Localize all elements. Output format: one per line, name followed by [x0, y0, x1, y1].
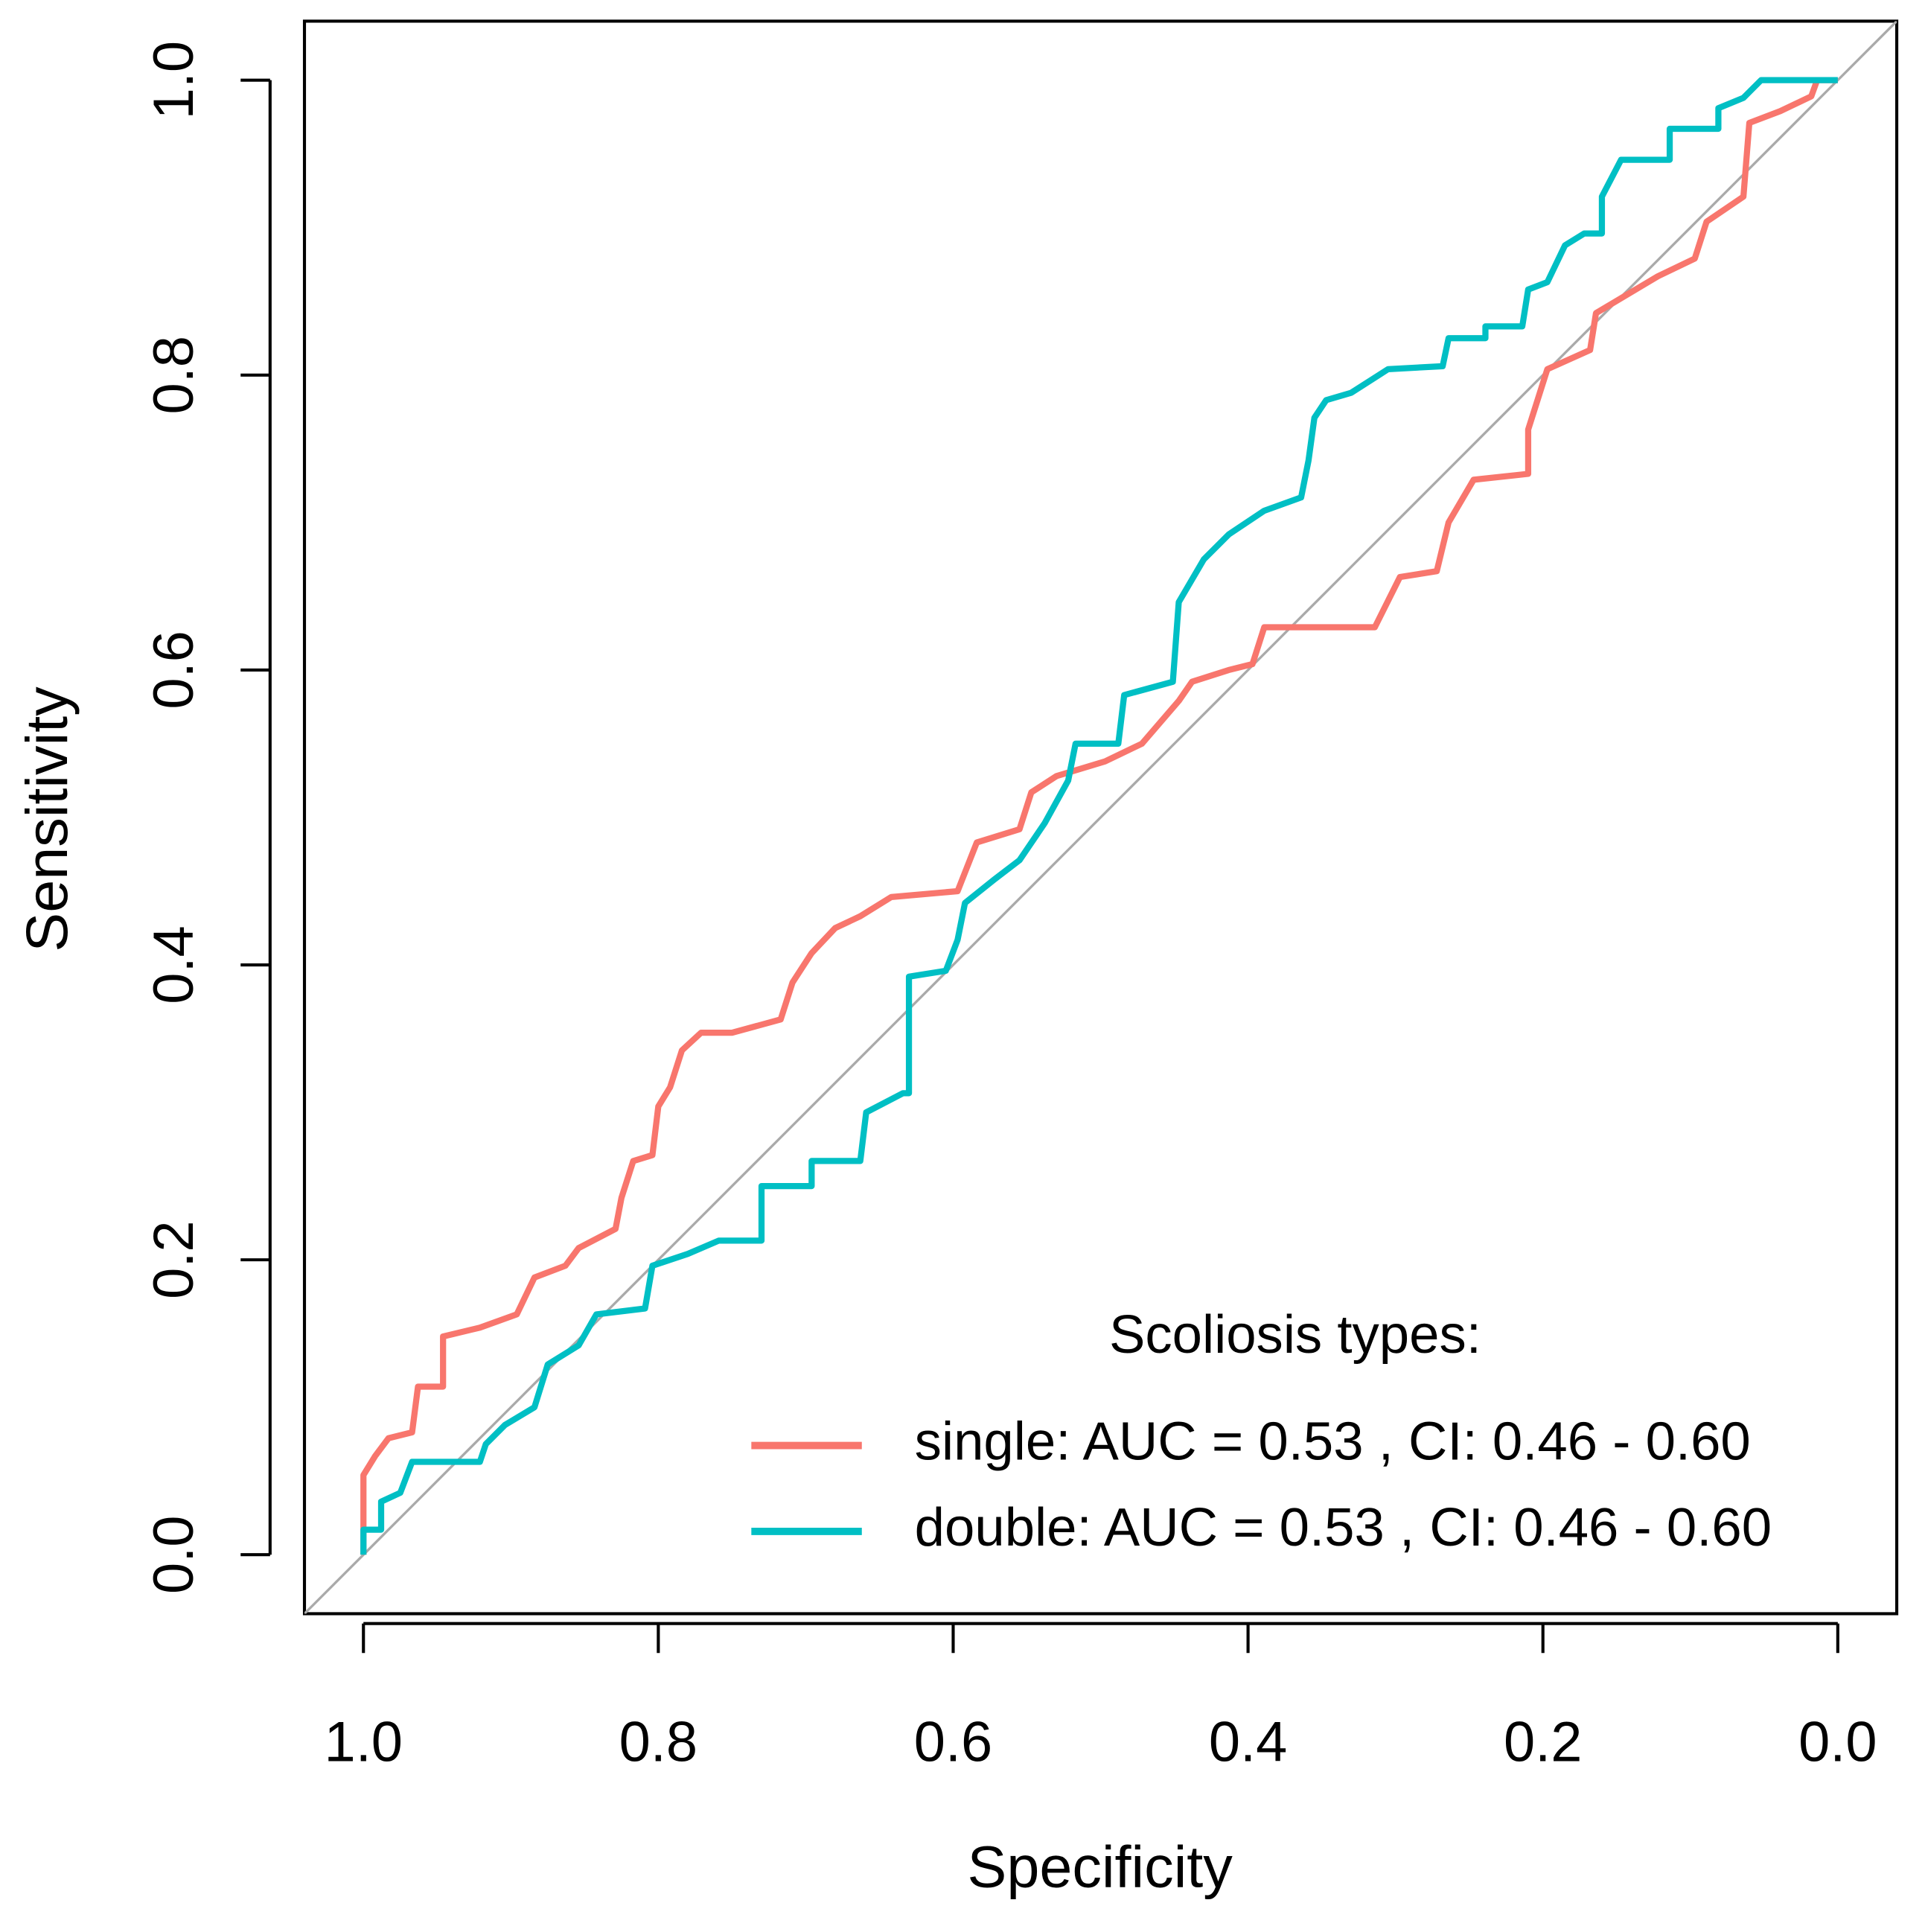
legend-label: single: AUC = 0.53 , CI: 0.46 - 0.60: [915, 1412, 1751, 1472]
x-axis-label: Specificity: [968, 1834, 1233, 1900]
x-tick-label: 0.6: [914, 1711, 992, 1774]
x-tick-label: 0.2: [1504, 1711, 1582, 1774]
y-tick-label: 1.0: [142, 41, 205, 119]
y-tick-label: 0.0: [142, 1516, 205, 1594]
x-tick-label: 0.8: [619, 1711, 697, 1774]
roc-curve: [360, 77, 1838, 1555]
x-tick-label: 1.0: [325, 1711, 403, 1774]
plot-frame: [302, 19, 1899, 1616]
y-tick-label: 0.4: [142, 925, 205, 1004]
y-axis-label: Sensitivity: [13, 686, 80, 952]
y-tick-label: 0.6: [142, 631, 205, 709]
legend-title: Scoliosis types:: [1109, 1304, 1481, 1365]
x-tick-label: 0.4: [1209, 1711, 1287, 1774]
y-tick-label: 0.2: [142, 1220, 205, 1298]
legend-label: double: AUC = 0.53 , CI: 0.46 - 0.60: [915, 1497, 1772, 1558]
roc-curve: [360, 77, 1838, 1555]
x-tick-label: 0.0: [1798, 1711, 1877, 1774]
y-tick-label: 0.8: [142, 336, 205, 414]
